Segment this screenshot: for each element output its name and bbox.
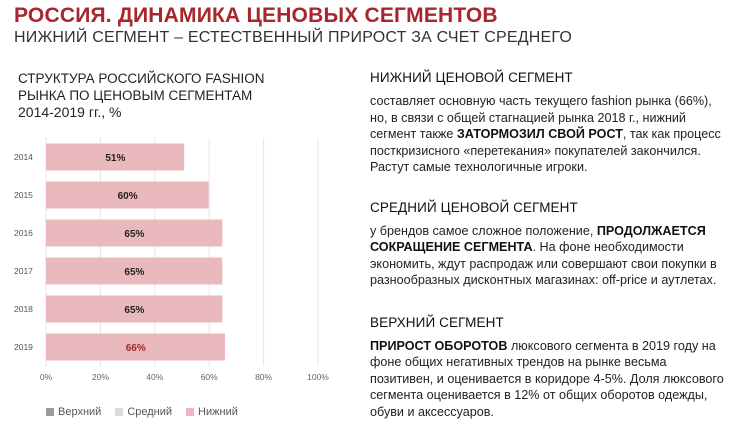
legend-label: Верхний: [58, 406, 102, 418]
section-lower-segment: НИЖНИЙ ЦЕНОВОЙ СЕГМЕНТ составляет основн…: [370, 70, 730, 176]
legend-swatch: [186, 408, 195, 416]
bar-segment: [46, 333, 226, 361]
legend-label: Средний: [127, 406, 173, 418]
chart-title-line-1: СТРУКТУРА РОССИЙСКОГО FASHION: [18, 71, 265, 86]
bar-segment: [46, 295, 223, 323]
y-category-label: 2014: [14, 152, 33, 162]
legend-label: Нижний: [198, 406, 238, 418]
section-body: у брендов самое сложное положение, ПРОДО…: [370, 223, 717, 288]
section-upper-segment: ВЕРХНИЙ СЕГМЕНТ ПРИРОСТ ОБОРОТОВ люксово…: [370, 315, 730, 421]
legend-swatch: [115, 408, 124, 416]
stacked-bar-chart: 0%20%40%60%80%100%201410%39%51%201510%30…: [14, 138, 329, 382]
page-title: РОССИЯ. ДИНАМИКА ЦЕНОВЫХ СЕГМЕНТОВ: [14, 4, 498, 27]
x-tick-label: 60%: [201, 372, 218, 382]
section-title: НИЖНИЙ ЦЕНОВОЙ СЕГМЕНТ: [370, 70, 573, 85]
x-tick-label: 20%: [92, 372, 109, 382]
section-middle-segment: СРЕДНИЙ ЦЕНОВОЙ СЕГМЕНТ у брендов самое …: [370, 200, 730, 289]
bar-segment: [46, 257, 223, 285]
x-tick-label: 100%: [307, 372, 329, 382]
data-label: 60%: [118, 191, 138, 202]
section-title: ВЕРХНИЙ СЕГМЕНТ: [370, 314, 504, 330]
data-label: 65%: [124, 305, 144, 316]
chart-legend: Верхний Средний Нижний: [46, 406, 238, 418]
page-subtitle: НИЖНИЙ СЕГМЕНТ – ЕСТЕСТВЕННЫЙ ПРИРОСТ ЗА…: [14, 29, 572, 46]
x-tick-label: 40%: [146, 372, 163, 382]
data-label: 51%: [105, 153, 125, 164]
y-category-label: 2018: [14, 304, 33, 314]
x-tick-label: 0%: [40, 372, 53, 382]
legend-item: Нижний: [186, 406, 238, 418]
section-title: СРЕДНИЙ ЦЕНОВОЙ СЕГМЕНТ: [370, 199, 578, 215]
y-category-label: 2015: [14, 190, 33, 200]
y-category-label: 2016: [14, 228, 33, 238]
legend-swatch: [46, 408, 54, 416]
commentary-panel: НИЖНИЙ ЦЕНОВОЙ СЕГМЕНТ составляет основн…: [370, 70, 730, 444]
section-body: ПРИРОСТ ОБОРОТОВ люксового сегмента в 20…: [370, 338, 724, 419]
data-label: 65%: [124, 229, 144, 240]
chart-title: СТРУКТУРА РОССИЙСКОГО FASHION РЫНКА ПО Ц…: [18, 70, 265, 121]
legend-item: Средний: [115, 406, 172, 418]
legend-item: Верхний: [46, 406, 101, 418]
data-label: 65%: [124, 267, 144, 278]
y-category-label: 2017: [14, 266, 33, 276]
chart-title-line-3: 2014-2019 гг., %: [18, 104, 122, 120]
section-body: составляет основную часть текущего fashi…: [370, 94, 721, 174]
bar-segment: [46, 219, 223, 247]
chart-title-line-2: РЫНКА ПО ЦЕНОВЫМ СЕГМЕНТАМ: [18, 88, 253, 103]
bar-segment: [46, 143, 185, 171]
data-label: 66%: [126, 343, 146, 354]
bar-segment: [46, 181, 209, 209]
x-tick-label: 80%: [255, 372, 272, 382]
y-category-label: 2019: [14, 342, 33, 352]
